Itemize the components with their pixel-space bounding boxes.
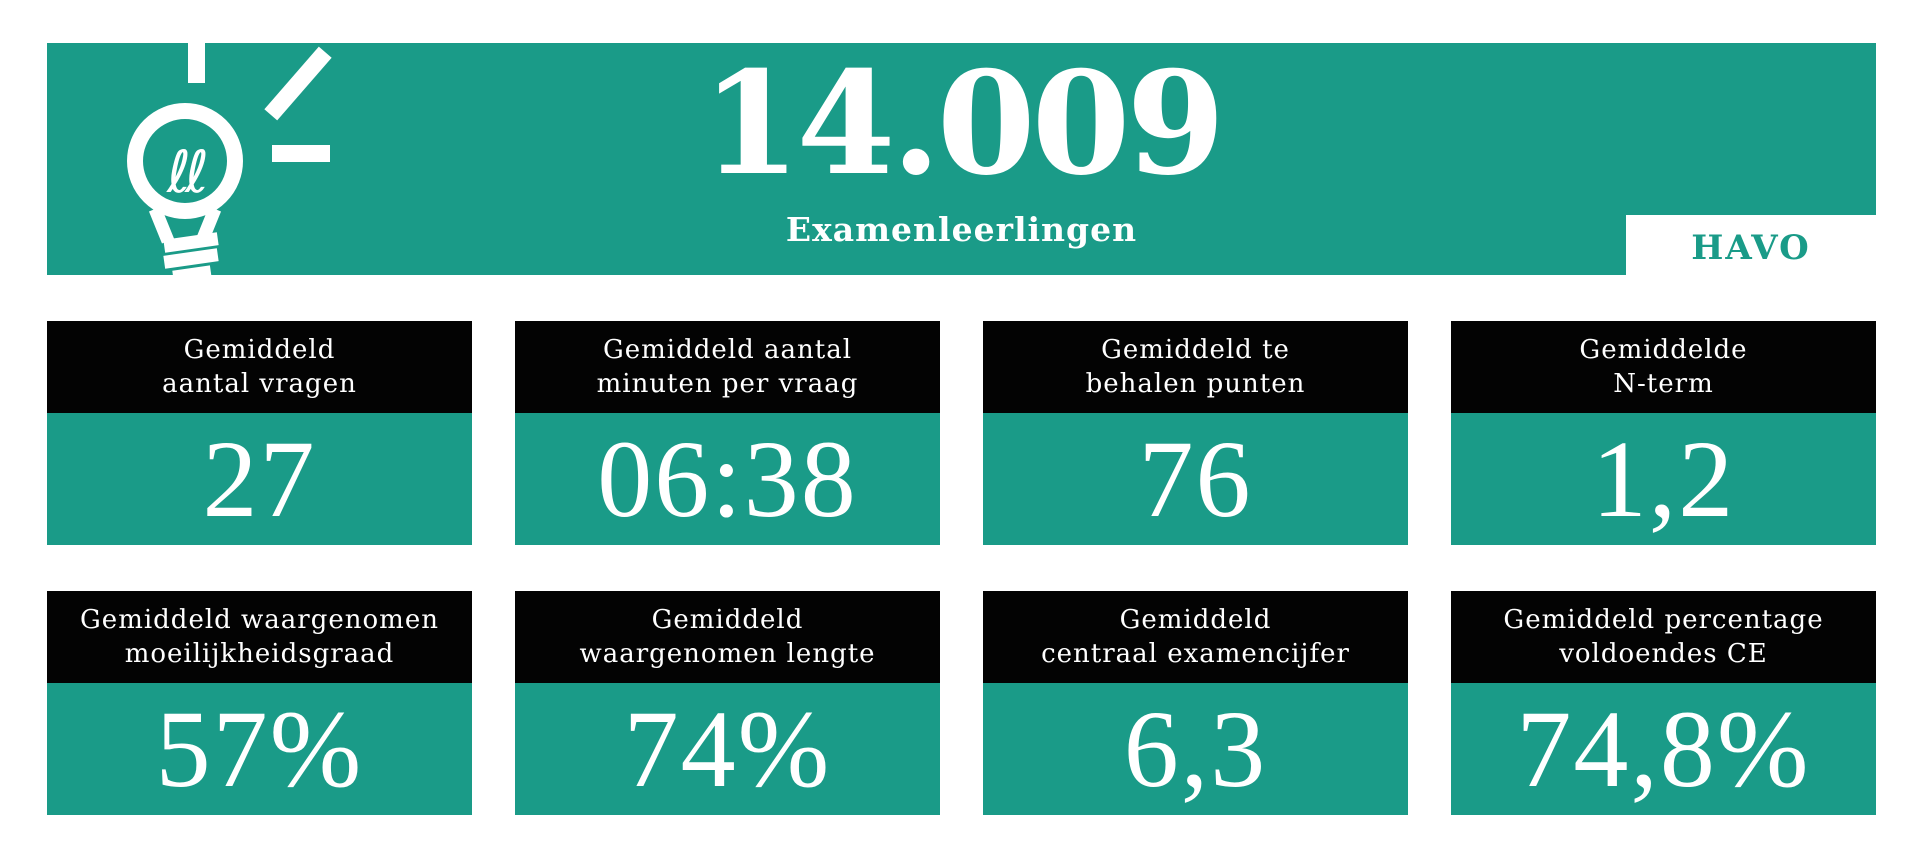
stat-card-value: 1,2 — [1451, 413, 1876, 545]
stat-card-value: 74% — [515, 683, 940, 815]
stat-label-line2: voldoendes CE — [1559, 639, 1768, 669]
stat-label-line2: minuten per vraag — [596, 369, 859, 399]
stat-card-value: 76 — [983, 413, 1408, 545]
stat-label-line1: Gemiddeld — [651, 605, 804, 635]
stat-label-line1: Gemiddelde — [1579, 335, 1748, 365]
stat-card-label: Gemiddeld percentage voldoendes CE — [1451, 591, 1876, 683]
stat-label-line2: N-term — [1613, 369, 1714, 399]
level-badge: HAVO — [1691, 228, 1811, 268]
stat-label-line1: Gemiddeld aantal — [602, 335, 853, 365]
stat-card-value: 06:38 — [515, 413, 940, 545]
stat-label-line2: waargenomen lengte — [579, 639, 876, 669]
stat-card-value: 57% — [47, 683, 472, 815]
stat-label-line2: behalen punten — [1085, 369, 1306, 399]
stat-card-moeilijkheidsgraad: Gemiddeld waargenomen moeilijkheidsgraad… — [47, 591, 472, 815]
stat-card-value: 6,3 — [983, 683, 1408, 815]
stat-card-label: Gemiddeld aantal minuten per vraag — [515, 321, 940, 413]
stat-card-value: 27 — [47, 413, 472, 545]
stat-label-line1: Gemiddeld te — [1101, 335, 1290, 365]
total-students-label: Examenleerlingen — [785, 210, 1138, 249]
banner-title-block: 14.009 Examenleerlingen — [47, 43, 1876, 275]
ray-diagonal — [264, 46, 332, 121]
stat-label-line2: aantal vragen — [162, 369, 357, 399]
stat-card-label: Gemiddeld te behalen punten — [983, 321, 1408, 413]
stat-card-grid: Gemiddeld aantal vragen 27 Gemiddeld aan… — [47, 321, 1876, 815]
stat-label-line1: Gemiddeld — [1119, 605, 1272, 635]
stat-label-line1: Gemiddeld percentage — [1503, 605, 1824, 635]
stat-card-label: Gemiddeld centraal examencijfer — [983, 591, 1408, 683]
stat-card-waargenomen-lengte: Gemiddeld waargenomen lengte 74% — [515, 591, 940, 815]
stat-card-label: Gemiddeld waargenomen moeilijkheidsgraad — [47, 591, 472, 683]
stat-label-line1: Gemiddeld waargenomen — [80, 605, 439, 635]
stat-label-line2: moeilijkheidsgraad — [124, 639, 395, 669]
lightbulb-icon: ℓℓ — [127, 43, 332, 275]
stat-card-aantal-vragen: Gemiddeld aantal vragen 27 — [47, 321, 472, 545]
stat-card-n-term: Gemiddelde N-term 1,2 — [1451, 321, 1876, 545]
stat-card-label: Gemiddeld waargenomen lengte — [515, 591, 940, 683]
stat-card-label: Gemiddeld aantal vragen — [47, 321, 472, 413]
header-banner: ℓℓ 14.009 Examenleerlingen HAVO — [47, 43, 1876, 275]
bulb-glass — [127, 103, 243, 219]
level-badge-notch: HAVO — [1626, 215, 1876, 275]
bulb-screw-base — [163, 232, 219, 275]
stat-card-minuten-per-vraag: Gemiddeld aantal minuten per vraag 06:38 — [515, 321, 940, 545]
stat-label-line1: Gemiddeld — [183, 335, 336, 365]
ray-side — [272, 145, 330, 162]
total-students-value: 14.009 — [701, 41, 1225, 207]
stat-card-label: Gemiddelde N-term — [1451, 321, 1876, 413]
stat-card-behalen-punten: Gemiddeld te behalen punten 76 — [983, 321, 1408, 545]
stat-card-voldoendes-ce: Gemiddeld percentage voldoendes CE 74,8% — [1451, 591, 1876, 815]
stat-label-line2: centraal examencijfer — [1041, 639, 1350, 669]
stat-card-value: 74,8% — [1451, 683, 1876, 815]
stat-card-examencijfer: Gemiddeld centraal examencijfer 6,3 — [983, 591, 1408, 815]
ray-top — [188, 43, 205, 83]
